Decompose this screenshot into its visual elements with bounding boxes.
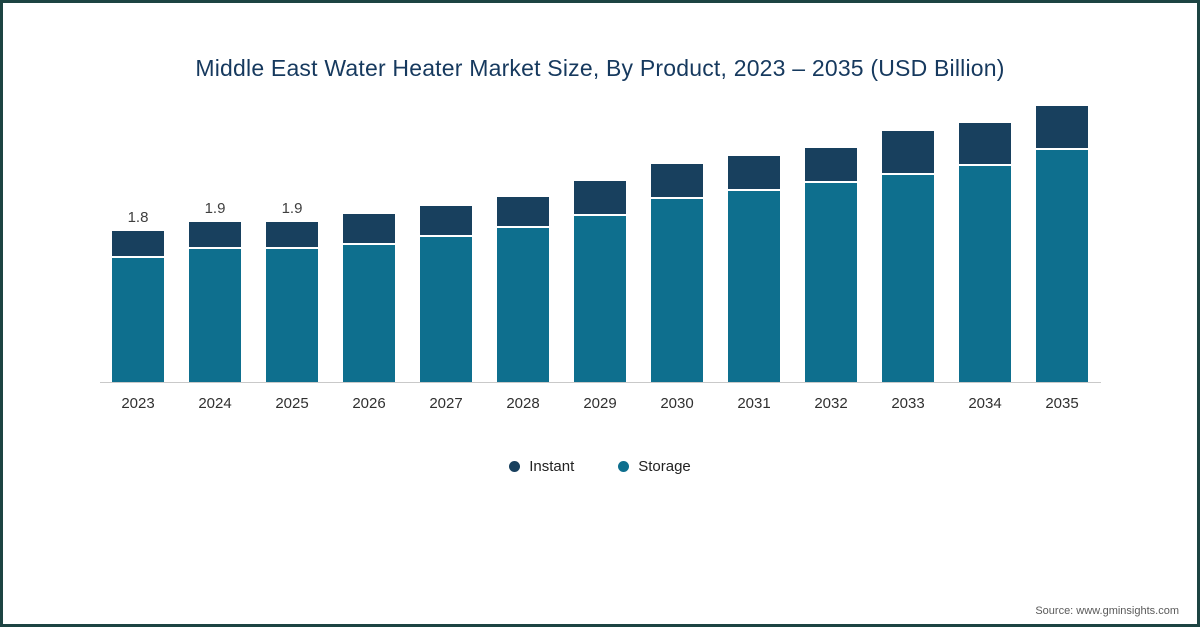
legend: Instant Storage — [3, 458, 1197, 475]
bar-segment-storage — [651, 199, 703, 382]
bar-segment-storage — [1036, 149, 1088, 382]
bar-segment-instant — [728, 155, 780, 190]
bar-segment-instant — [959, 122, 1011, 165]
bar-segment-storage — [343, 245, 395, 382]
plot-area: 1.8 1.9 1.9 — [99, 83, 1101, 383]
bar-segment-storage — [112, 257, 164, 382]
bar-column: 1.9 — [177, 200, 254, 382]
bar-column: 1.9 — [254, 200, 331, 382]
bar-segment-storage — [497, 228, 549, 382]
legend-item-storage: Storage — [618, 458, 691, 475]
bar-segment-instant — [112, 230, 164, 256]
bar-segment-instant — [651, 164, 703, 198]
bar-column: 1.8 — [100, 209, 177, 382]
legend-label: Storage — [638, 458, 691, 475]
bar-value-label: 1.8 — [127, 208, 149, 226]
bar-column — [331, 214, 408, 382]
x-axis-labels: 2023 2024 2025 2026 2027 2028 2029 2030 2031 2032… — [100, 395, 1101, 412]
bar-column — [485, 197, 562, 382]
x-axis-tick-label: 2025 — [275, 395, 309, 412]
bar-column — [1024, 106, 1101, 382]
legend-item-instant: Instant — [509, 458, 574, 475]
bar-segment-storage — [728, 191, 780, 382]
x-axis-tick-label: 2034 — [968, 395, 1002, 412]
bar-column — [562, 180, 639, 382]
bar-segment-storage — [959, 166, 1011, 382]
source-credit: Source: www.gminsights.com — [1035, 605, 1179, 617]
x-axis-tick-label: 2024 — [198, 395, 232, 412]
x-axis-tick-label: 2027 — [429, 395, 463, 412]
bar-column — [408, 205, 485, 382]
bar-column — [793, 147, 870, 382]
bar-chart: 1.8 1.9 1.9 2023 2024 2025 2026 2027 2028 2029 20… — [99, 83, 1101, 412]
legend-marker-icon — [618, 461, 630, 472]
x-axis-tick-label: 2030 — [660, 395, 694, 412]
bar-segment-instant — [343, 214, 395, 244]
x-axis-tick-label: 2035 — [1045, 395, 1079, 412]
bar-segment-instant — [420, 205, 472, 235]
bar-segment-storage — [420, 236, 472, 382]
bar-segment-storage — [266, 249, 318, 382]
x-axis-tick-label: 2023 — [121, 395, 155, 412]
x-axis-tick-label: 2032 — [814, 395, 848, 412]
bar-value-label: 1.9 — [204, 200, 226, 218]
bar-segment-storage — [189, 249, 241, 382]
chart-title: Middle East Water Heater Market Size, By… — [195, 55, 1005, 81]
bar-segment-instant — [805, 147, 857, 181]
bar-segment-storage — [805, 182, 857, 382]
bar-segment-instant — [882, 131, 934, 173]
bar-segment-storage — [574, 216, 626, 382]
bar-segment-instant — [1036, 106, 1088, 148]
x-axis-tick-label: 2026 — [352, 395, 386, 412]
x-axis-tick-label: 2031 — [737, 395, 771, 412]
legend-label: Instant — [529, 458, 575, 475]
bar-column — [947, 122, 1024, 382]
x-axis-tick-label: 2033 — [891, 395, 925, 412]
x-axis-tick-label: 2028 — [506, 395, 540, 412]
bar-column — [639, 164, 716, 382]
bar-column — [716, 155, 793, 382]
bar-segment-instant — [189, 222, 241, 248]
bar-value-label: 1.9 — [281, 200, 303, 218]
bar-column — [870, 131, 947, 382]
x-axis-tick-label: 2029 — [583, 395, 617, 412]
bar-segment-storage — [882, 174, 934, 382]
legend-marker-icon — [509, 461, 521, 472]
bar-segment-instant — [266, 222, 318, 248]
bar-segment-instant — [497, 197, 549, 227]
bar-segment-instant — [574, 180, 626, 214]
